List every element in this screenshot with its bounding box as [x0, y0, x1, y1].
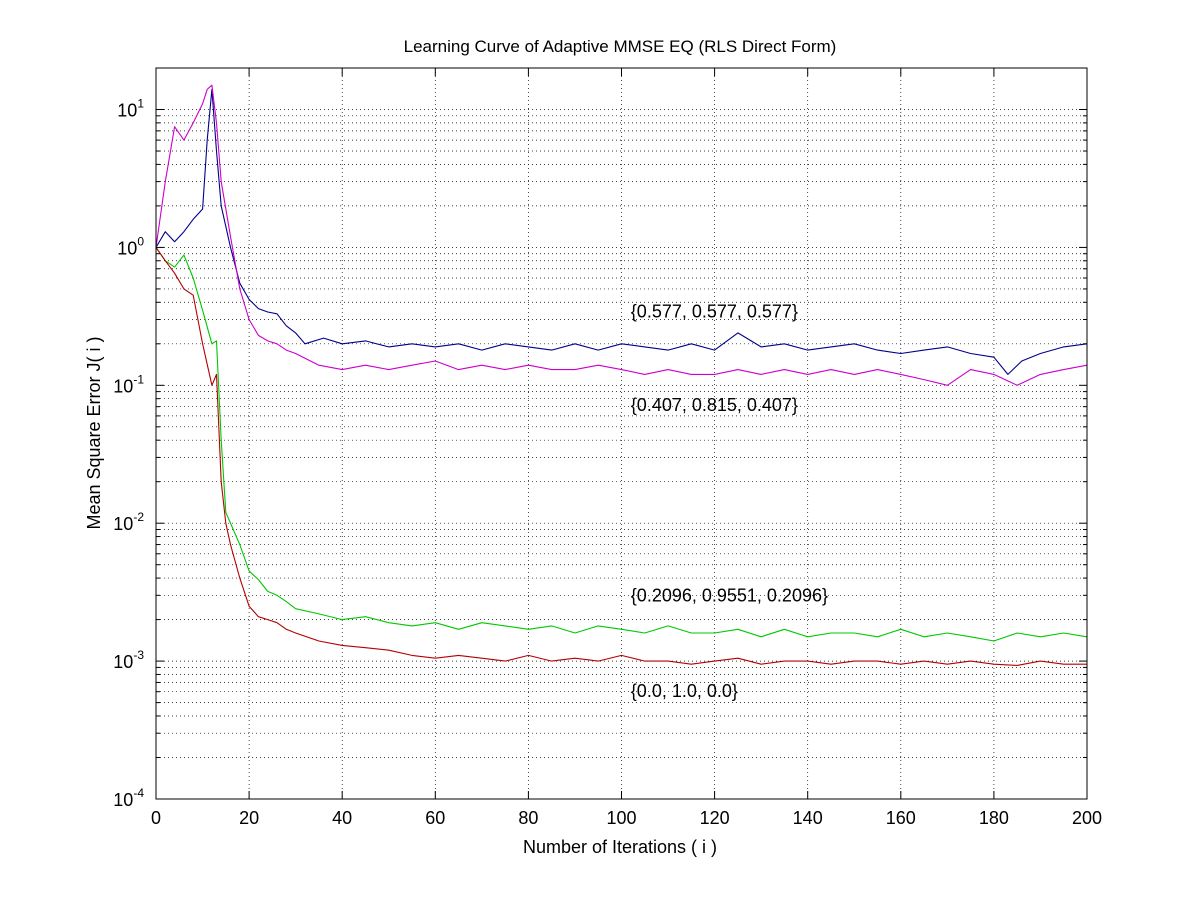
y-tick-exponent: 0 — [137, 234, 144, 248]
x-tick-label: 20 — [239, 808, 259, 828]
x-tick-label: 100 — [606, 808, 636, 828]
series-line-4 — [155, 247, 1087, 666]
chart-title: Learning Curve of Adaptive MMSE EQ (RLS … — [404, 37, 837, 56]
x-axis-label: Number of Iterations ( i ) — [523, 837, 717, 857]
x-tick-label: 40 — [332, 808, 352, 828]
y-tick-base: 10 — [117, 101, 137, 121]
y-tick-base: 10 — [113, 790, 133, 810]
y-tick-base: 10 — [117, 238, 137, 258]
y-axis-label: Mean Square Error J( i ) — [84, 336, 104, 529]
plot-area — [156, 68, 1087, 799]
y-tick-base: 10 — [113, 376, 133, 396]
y-tick-base: 10 — [113, 514, 133, 534]
series-annotation-2: {0.407, 0.815, 0.407} — [631, 395, 798, 415]
series-annotation-4: {0.0, 1.0, 0.0} — [631, 681, 738, 701]
y-tick-base: 10 — [113, 652, 133, 672]
x-tick-label: 0 — [151, 808, 161, 828]
annotation-layer: {0.577, 0.577, 0.577} {0.407, 0.815, 0.40… — [631, 302, 828, 701]
series-annotation-3: {0.2096, 0.9551, 0.2096} — [631, 586, 828, 606]
y-tick-exponent: 1 — [137, 97, 144, 111]
x-tick-label: 180 — [979, 808, 1009, 828]
x-tick-label: 120 — [700, 808, 730, 828]
series-annotation-1: {0.577, 0.577, 0.577} — [631, 302, 798, 322]
series-layer — [155, 84, 1088, 666]
x-tick-label: 80 — [518, 808, 538, 828]
y-tick-label: 10-2 — [113, 510, 144, 534]
x-tick-label: 140 — [793, 808, 823, 828]
y-tick-exponent: -2 — [133, 510, 144, 524]
y-tick-label: 101 — [117, 97, 144, 121]
x-tick-label: 160 — [886, 808, 916, 828]
y-tick-label: 100 — [117, 234, 144, 258]
y-tick-label: 10-4 — [113, 786, 144, 810]
y-tick-exponent: -3 — [133, 648, 144, 662]
y-tick-exponent: -1 — [133, 372, 144, 386]
x-tick-label: 60 — [425, 808, 445, 828]
y-tick-label: 10-1 — [113, 372, 144, 396]
y-tick-label: 10-3 — [113, 648, 144, 672]
tick-layer: 0 20 40 60 80 100 120 140 160 180 20010-410-310-21… — [113, 67, 1102, 828]
series-line-3 — [155, 247, 1088, 642]
y-tick-exponent: -4 — [133, 786, 144, 800]
x-tick-label: 200 — [1072, 808, 1102, 828]
series-line-2 — [155, 84, 1088, 386]
series-line-1 — [155, 88, 1088, 375]
